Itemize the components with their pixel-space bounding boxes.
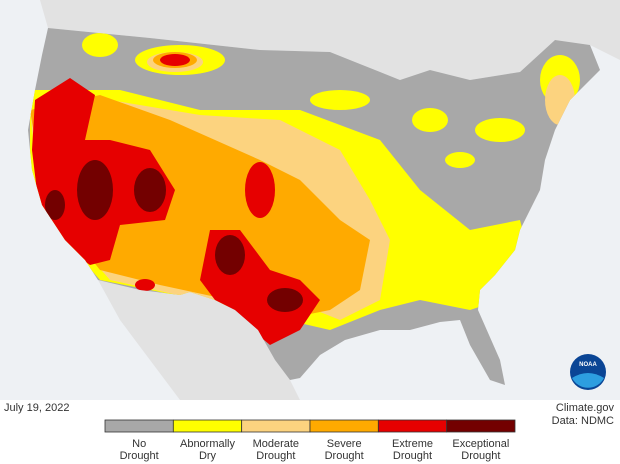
legend-swatch xyxy=(377,419,448,433)
noaa-logo: NOAA xyxy=(570,354,606,390)
legend-swatch xyxy=(104,419,174,433)
mexico xyxy=(98,280,300,400)
legend-swatch xyxy=(241,419,311,433)
legend-label: Moderate xyxy=(253,438,299,450)
legend-label: No xyxy=(132,438,146,450)
legend-swatch xyxy=(446,419,516,433)
legend-label: Exceptional xyxy=(452,438,509,450)
legend-label: Drought xyxy=(120,450,159,462)
legend-label: Severe xyxy=(327,438,362,450)
date: July 19, 2022 xyxy=(4,402,69,414)
legend-label: Extreme xyxy=(392,438,433,450)
legend-label: Drought xyxy=(393,450,432,462)
source: Data: NDMC xyxy=(552,415,614,427)
legend-label: Abnormally xyxy=(180,438,236,450)
exceptional-drought-areas xyxy=(45,160,303,327)
legend-swatch xyxy=(172,419,243,433)
legend-label: Drought xyxy=(325,450,364,462)
canada xyxy=(0,0,620,80)
legend-swatch xyxy=(309,419,379,433)
legend: NoDroughtAbnormallyDryModerateDroughtSev… xyxy=(104,419,516,462)
logo-text: NOAA xyxy=(579,362,597,368)
logo-wave xyxy=(572,373,604,388)
credit: Climate.gov xyxy=(556,402,615,414)
legend-label: Dry xyxy=(199,450,217,462)
legend-label: Drought xyxy=(461,450,500,462)
legend-label: Drought xyxy=(256,450,295,462)
